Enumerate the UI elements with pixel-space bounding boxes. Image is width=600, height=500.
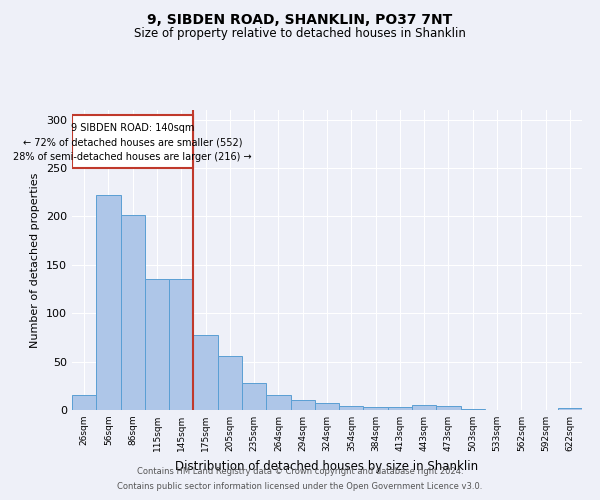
Text: Contains public sector information licensed under the Open Government Licence v3: Contains public sector information licen… xyxy=(118,482,482,491)
Bar xyxy=(242,383,266,410)
Bar xyxy=(121,214,145,410)
Bar xyxy=(364,407,388,410)
Text: Contains HM Land Registry data © Crown copyright and database right 2024.: Contains HM Land Registry data © Crown c… xyxy=(137,467,463,476)
Bar xyxy=(96,195,121,410)
Y-axis label: Number of detached properties: Number of detached properties xyxy=(31,172,40,348)
Bar xyxy=(266,396,290,410)
Bar xyxy=(436,406,461,410)
X-axis label: Distribution of detached houses by size in Shanklin: Distribution of detached houses by size … xyxy=(175,460,479,472)
Bar xyxy=(145,280,169,410)
Bar xyxy=(72,115,193,168)
Text: 9, SIBDEN ROAD, SHANKLIN, PO37 7NT: 9, SIBDEN ROAD, SHANKLIN, PO37 7NT xyxy=(148,12,452,26)
Bar xyxy=(193,336,218,410)
Bar xyxy=(290,400,315,410)
Bar xyxy=(339,406,364,410)
Bar xyxy=(558,408,582,410)
Text: 28% of semi-detached houses are larger (216) →: 28% of semi-detached houses are larger (… xyxy=(13,152,252,162)
Bar xyxy=(412,405,436,410)
Bar xyxy=(72,396,96,410)
Text: 9 SIBDEN ROAD: 140sqm: 9 SIBDEN ROAD: 140sqm xyxy=(71,123,194,133)
Bar xyxy=(315,403,339,410)
Bar xyxy=(461,409,485,410)
Text: Size of property relative to detached houses in Shanklin: Size of property relative to detached ho… xyxy=(134,28,466,40)
Text: ← 72% of detached houses are smaller (552): ← 72% of detached houses are smaller (55… xyxy=(23,138,242,147)
Bar xyxy=(169,280,193,410)
Bar xyxy=(388,407,412,410)
Bar xyxy=(218,356,242,410)
